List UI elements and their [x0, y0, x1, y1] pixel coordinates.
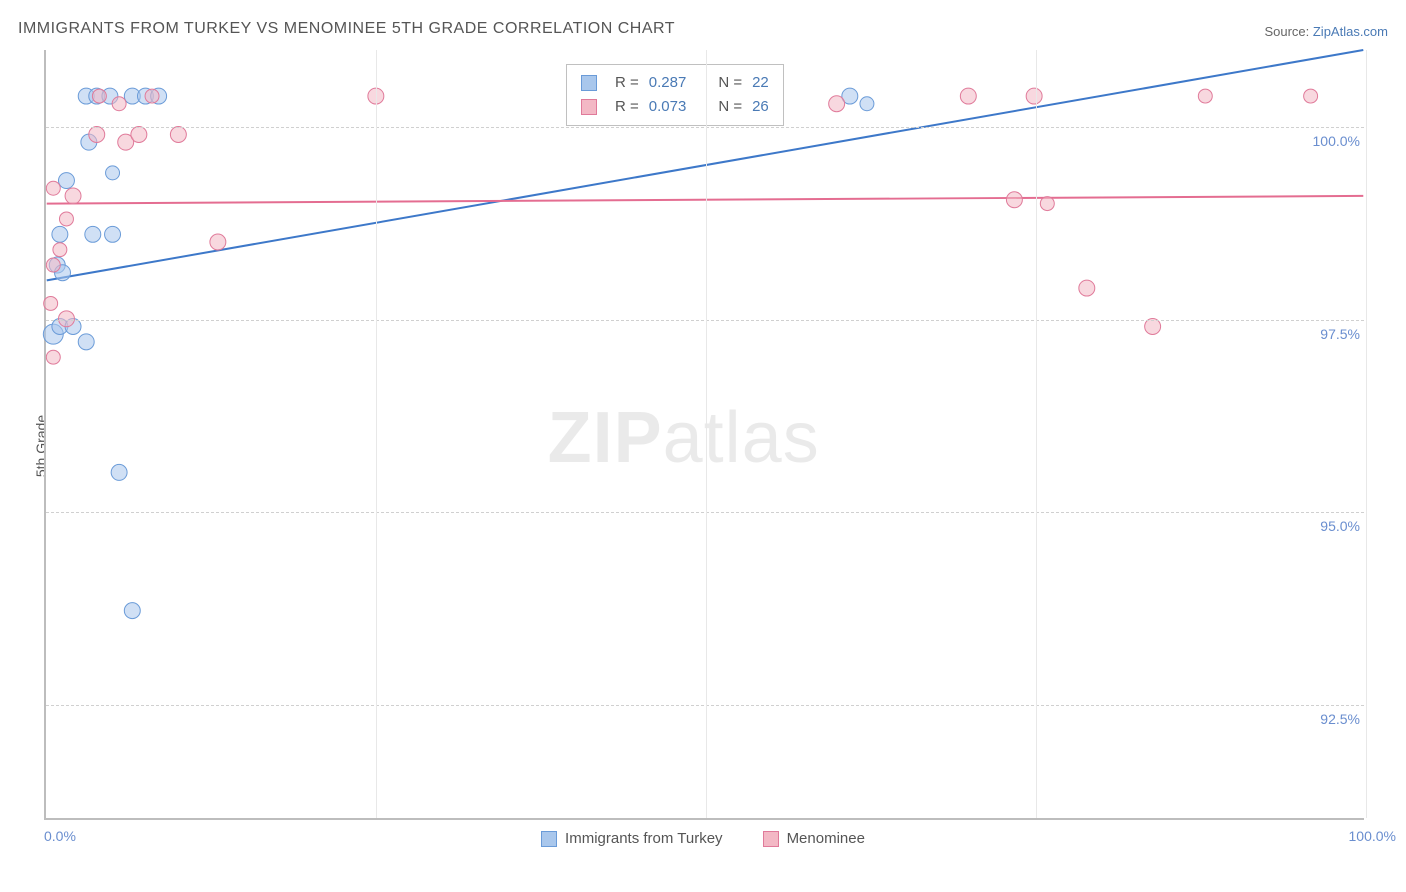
y-axis-tick: 97.5%: [1320, 326, 1360, 342]
data-point-menominee: [59, 212, 73, 226]
legend-r-label: R =: [615, 95, 639, 119]
data-point-turkey: [52, 226, 68, 242]
data-point-turkey: [58, 173, 74, 189]
data-point-menominee: [960, 88, 976, 104]
v-gridline: [376, 50, 377, 818]
legend-swatch: [581, 75, 597, 91]
data-point-turkey: [860, 97, 874, 111]
data-point-menominee: [46, 350, 60, 364]
source-link[interactable]: ZipAtlas.com: [1313, 24, 1388, 39]
data-point-turkey: [124, 603, 140, 619]
v-gridline: [1366, 50, 1367, 818]
regression-line-menominee: [47, 196, 1364, 204]
data-point-turkey: [105, 226, 121, 242]
data-point-menominee: [145, 89, 159, 103]
series-legend: Immigrants from Turkey Menominee: [0, 830, 1406, 847]
series-legend-item: Menominee: [763, 830, 865, 847]
series-legend-label: Immigrants from Turkey: [565, 830, 723, 847]
data-point-menominee: [46, 258, 60, 272]
data-point-menominee: [170, 127, 186, 143]
data-point-menominee: [1040, 197, 1054, 211]
plot-area: R =0.287N =22R =0.073N =26 ZIPatlas 92.5…: [44, 50, 1364, 820]
h-gridline: [46, 512, 1364, 513]
data-point-turkey: [111, 464, 127, 480]
data-point-menominee: [92, 89, 106, 103]
h-gridline: [46, 127, 1364, 128]
data-point-turkey: [85, 226, 101, 242]
data-point-menominee: [89, 127, 105, 143]
data-point-menominee: [210, 234, 226, 250]
legend-row: R = 0.073 N = 26: [581, 95, 769, 119]
h-gridline: [46, 705, 1364, 706]
legend-r-value: 0.073: [649, 95, 687, 119]
legend-swatch: [541, 831, 557, 847]
legend-n-label: N =: [718, 71, 742, 95]
data-point-menominee: [829, 96, 845, 112]
v-gridline: [706, 50, 707, 818]
chart-title: IMMIGRANTS FROM TURKEY VS MENOMINEE 5TH …: [18, 20, 675, 38]
series-legend-label: Menominee: [787, 830, 865, 847]
h-gridline: [46, 320, 1364, 321]
series-legend-item: Immigrants from Turkey: [541, 830, 723, 847]
legend-n-value: 22: [752, 71, 769, 95]
legend-n-value: 26: [752, 95, 769, 119]
y-axis-tick: 100.0%: [1313, 133, 1360, 149]
data-point-menominee: [53, 243, 67, 257]
data-point-menominee: [112, 97, 126, 111]
correlation-legend: R = 0.287 N = 22 R = 0.073 N = 26: [566, 64, 784, 126]
data-point-turkey: [106, 166, 120, 180]
y-axis-tick: 95.0%: [1320, 518, 1360, 534]
data-point-menominee: [131, 127, 147, 143]
legend-n-label: N =: [718, 95, 742, 119]
legend-swatch: [581, 99, 597, 115]
legend-row: R = 0.287 N = 22: [581, 71, 769, 95]
y-axis-tick: 92.5%: [1320, 711, 1360, 727]
data-point-menominee: [1145, 319, 1161, 335]
data-point-turkey: [78, 334, 94, 350]
data-point-menominee: [1304, 89, 1318, 103]
data-point-menominee: [65, 188, 81, 204]
chart-svg: [46, 50, 1364, 818]
data-point-menominee: [46, 181, 60, 195]
legend-r-value: 0.287: [649, 71, 687, 95]
source-label: Source:: [1264, 24, 1312, 39]
data-point-menominee: [44, 296, 58, 310]
data-point-menominee: [1026, 88, 1042, 104]
legend-r-label: R =: [615, 71, 639, 95]
data-point-menominee: [1079, 280, 1095, 296]
data-point-menominee: [1198, 89, 1212, 103]
data-point-menominee: [1006, 192, 1022, 208]
chart-container: IMMIGRANTS FROM TURKEY VS MENOMINEE 5TH …: [0, 0, 1406, 892]
source-attribution: Source: ZipAtlas.com: [1264, 24, 1388, 39]
legend-swatch: [763, 831, 779, 847]
v-gridline: [1036, 50, 1037, 818]
